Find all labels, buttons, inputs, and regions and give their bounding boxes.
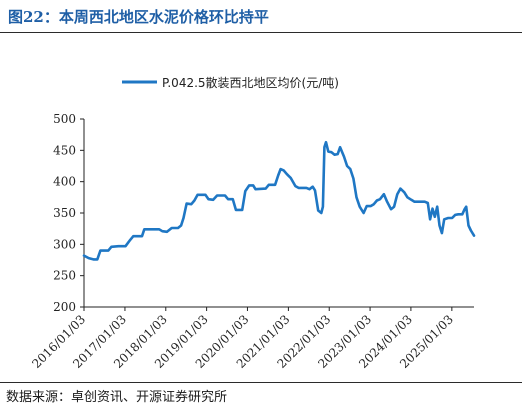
y-tick-label: 500 [53, 112, 76, 126]
y-tick-label: 250 [53, 269, 76, 283]
chart-axes [83, 119, 474, 308]
chart-ticks: 2002503003504004505002016/01/032017/01/0… [29, 112, 456, 371]
legend: P.042.5散装西北地区均价(元/吨) [122, 75, 339, 90]
figure-title: 图22：本周西北地区水泥价格环比持平 [8, 8, 269, 26]
bottom-rule [0, 382, 522, 383]
series-line [82, 140, 476, 261]
chart-series [82, 140, 476, 261]
data-source-note: 数据来源：卓创资讯、开源证券研究所 [6, 390, 228, 405]
y-tick-label: 200 [53, 300, 76, 314]
y-tick-label: 400 [53, 175, 76, 189]
y-tick-label: 450 [53, 143, 76, 157]
line-chart: P.042.5散装西北地区均价(元/吨) 200 250 300 350 400 450 5… [29, 75, 476, 371]
top-rule [0, 32, 522, 33]
y-tick-label: 300 [53, 237, 76, 251]
legend-label: P.042.5散装西北地区均价(元/吨) [162, 75, 339, 90]
y-tick-label: 350 [53, 206, 76, 220]
